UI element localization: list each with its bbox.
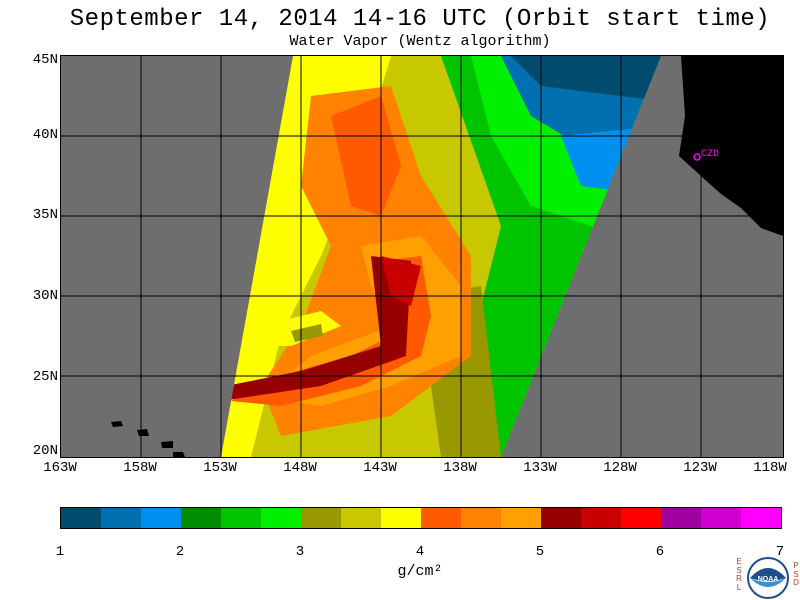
colorbar-tick-3: 3 [295, 544, 305, 560]
lon-label-138w: 138W [443, 460, 477, 476]
colorbar-swatch-6 [261, 508, 301, 528]
logo-right-letters: P S D [793, 561, 799, 587]
colorbar-units: g/cm² [397, 563, 443, 580]
map-canvas: CZD [61, 56, 783, 457]
colorbar-swatch-15 [621, 508, 661, 528]
lon-label-143w: 143W [363, 460, 397, 476]
lon-label-163w: 163W [43, 460, 77, 476]
colorbar-tick-1: 1 [55, 544, 65, 560]
chart-subtitle: Water Vapor (Wentz algorithm) [289, 33, 551, 50]
colorbar-tick-7: 7 [775, 544, 785, 560]
lat-label-35n: 35N [32, 207, 58, 223]
colorbar-swatch-14 [581, 508, 621, 528]
colorbar-swatch-16 [661, 508, 701, 528]
colorbar-swatch-9 [381, 508, 421, 528]
lat-label-25n: 25N [32, 369, 58, 385]
colorbar-tick-2: 2 [175, 544, 185, 560]
colorbar-swatch-11 [461, 508, 501, 528]
lat-label-40n: 40N [32, 127, 58, 143]
lon-label-148w: 148W [283, 460, 317, 476]
lon-label-128w: 128W [603, 460, 637, 476]
colorbar-swatch-10 [421, 508, 461, 528]
lon-label-133w: 133W [523, 460, 557, 476]
colorbar-swatch-12 [501, 508, 541, 528]
colorbar-tick-5: 5 [535, 544, 545, 560]
lat-label-45n: 45N [32, 52, 58, 68]
hawaii-maui [161, 441, 173, 448]
colorbar-swatch-7 [301, 508, 341, 528]
map-gridlines [61, 56, 783, 457]
lon-label-158w: 158W [123, 460, 157, 476]
noaa-emblem: NOAA [747, 557, 789, 599]
colorbar-tick-4: 4 [415, 544, 425, 560]
lat-label-30n: 30N [32, 288, 58, 304]
colorbar [60, 507, 782, 529]
chart-title: September 14, 2014 14-16 UTC (Orbit star… [69, 6, 771, 33]
noaa-esrl-psd-logo: E S R L NOAA P S D [735, 556, 800, 600]
colorbar-swatch-4 [181, 508, 221, 528]
colorbar-swatch-5 [221, 508, 261, 528]
colorbar-tick-6: 6 [655, 544, 665, 560]
colorbar-swatch-13 [541, 508, 581, 528]
hawaii-big-island [173, 452, 185, 457]
lon-label-153w: 153W [203, 460, 237, 476]
colorbar-swatch-3 [141, 508, 181, 528]
lon-label-123w: 123W [683, 460, 717, 476]
land-coastline [679, 56, 783, 236]
hawaii-oahu [137, 429, 149, 436]
logo-left-letters: E S R L [736, 557, 742, 592]
colorbar-swatch-17 [701, 508, 741, 528]
noaa-emblem-text: NOAA [758, 576, 779, 583]
lon-label-118w: 118W [753, 460, 787, 476]
water-vapor-map: CZD [60, 55, 784, 458]
hawaii-kauai [111, 421, 123, 427]
lat-label-20n: 20N [32, 443, 58, 459]
czd-station-marker [693, 153, 701, 161]
czd-station-label: CZD [701, 149, 719, 160]
colorbar-swatch-8 [341, 508, 381, 528]
colorbar-swatch-18 [741, 508, 781, 528]
colorbar-swatch-1 [61, 508, 101, 528]
colorbar-swatch-2 [101, 508, 141, 528]
